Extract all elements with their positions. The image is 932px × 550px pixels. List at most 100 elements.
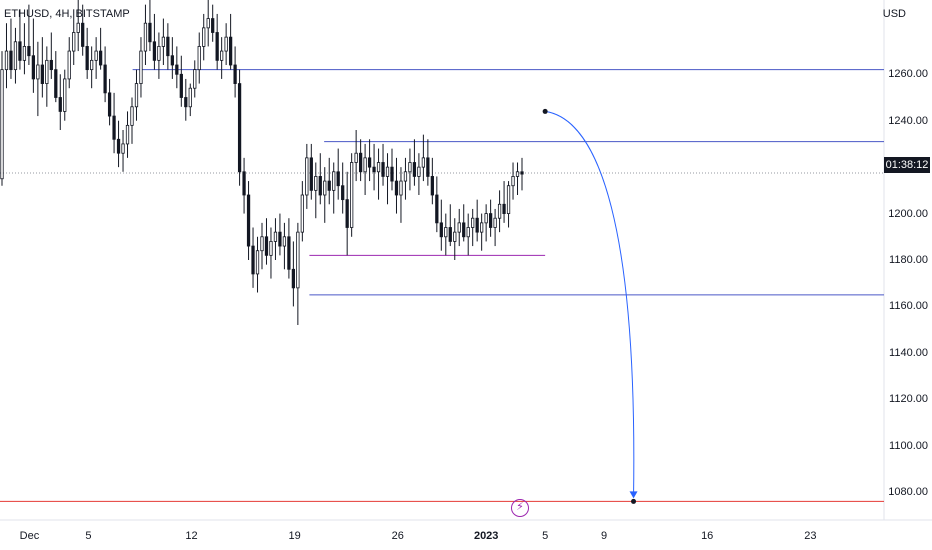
candle-body — [471, 217, 475, 228]
candle-body — [444, 227, 448, 238]
candle-body — [152, 41, 157, 61]
candle-body — [242, 171, 246, 196]
horizontal-levels[interactable] — [0, 69, 884, 502]
candle-body — [143, 22, 148, 52]
price-tick-label: 1180.00 — [889, 254, 928, 266]
candle-body — [85, 46, 89, 71]
currency-label: USD — [882, 8, 906, 20]
candle-body — [31, 55, 36, 80]
candle-body — [193, 69, 197, 89]
candle-body — [385, 166, 390, 177]
candle-body — [300, 194, 304, 233]
candle-body — [493, 217, 497, 228]
candle-body — [72, 32, 76, 52]
candle-body — [488, 213, 493, 228]
candle-body — [439, 222, 443, 238]
candle-body — [211, 18, 215, 33]
candle-body — [4, 50, 9, 71]
candle-body — [462, 222, 466, 238]
candle-body — [148, 22, 152, 43]
candle-body — [435, 194, 439, 224]
time-tick-label: 23 — [804, 530, 817, 542]
bar-countdown-badge: 01:38:12 — [884, 157, 930, 173]
candle-body — [345, 199, 349, 228]
candle-body — [341, 185, 345, 201]
candle-body — [475, 217, 479, 233]
candle-body — [0, 69, 4, 180]
candle-body — [372, 166, 376, 173]
candle-body — [363, 157, 367, 173]
candle-body — [417, 166, 421, 177]
time-tick-label: 2023 — [473, 530, 499, 542]
candle-body — [497, 203, 502, 219]
candle-body — [76, 22, 80, 33]
candle-body — [49, 59, 53, 71]
candle-body — [237, 83, 242, 173]
candle-body — [40, 64, 44, 84]
candle-body — [457, 222, 461, 233]
projection-end-point — [631, 498, 637, 504]
price-tick-label: 1100.00 — [889, 439, 928, 452]
candle-body — [139, 50, 143, 84]
price-tick-label: 1200.00 — [888, 207, 928, 220]
candle-body — [13, 41, 18, 71]
candle-body — [206, 18, 210, 29]
candle-body — [412, 162, 417, 177]
candle-body — [197, 46, 201, 71]
candle-body — [246, 194, 251, 247]
candle-body — [318, 176, 322, 196]
candle-body — [287, 236, 291, 270]
candle-body — [511, 176, 515, 187]
projection-arrowhead — [629, 491, 638, 499]
candle-body — [36, 64, 40, 80]
candle-body — [94, 50, 98, 61]
candle-body — [27, 46, 31, 57]
candle-body — [116, 138, 121, 154]
candle-body — [18, 41, 22, 61]
candle-body — [255, 250, 260, 275]
projection-arrow[interactable] — [542, 108, 638, 504]
candle-body — [260, 236, 264, 252]
candle-body — [358, 152, 363, 173]
price-tick-label: 1260.00 — [888, 68, 928, 81]
symbol-title[interactable]: ETHUSD, 4H, BITSTAMP — [4, 8, 130, 20]
candle-body — [269, 241, 273, 256]
candle-body — [332, 171, 336, 191]
candle-body — [184, 97, 188, 108]
candle-body — [399, 180, 403, 196]
candle-body — [305, 157, 309, 196]
candle-body — [515, 171, 520, 177]
projection-start-point — [542, 108, 548, 114]
candle-body — [453, 231, 457, 242]
candle-body — [484, 213, 488, 224]
candle-body — [394, 180, 399, 196]
time-tick-label: 16 — [701, 530, 714, 542]
candle-body — [134, 83, 139, 108]
candle-body — [107, 92, 112, 117]
candle-body — [125, 124, 130, 145]
candle-body — [81, 22, 85, 47]
time-tick-label: 12 — [185, 530, 198, 542]
time-tick-label: 26 — [391, 530, 404, 542]
price-tick-label: 1240.00 — [888, 114, 928, 127]
time-tick-label: 9 — [601, 530, 608, 542]
price-tick-label: 1120.00 — [889, 393, 928, 406]
candle-body — [480, 222, 484, 233]
candle-body — [336, 171, 340, 187]
candle-body — [426, 157, 430, 177]
candle-body — [157, 46, 161, 61]
lightning-event-icon[interactable]: ⚡ — [511, 499, 529, 517]
time-tick-label: 19 — [288, 530, 301, 542]
time-tick-label: 5 — [85, 530, 92, 542]
candle-body — [202, 27, 206, 47]
candle-body — [98, 50, 103, 66]
candle-body — [430, 176, 434, 196]
candle-body — [9, 50, 13, 71]
candle-body — [63, 78, 67, 112]
candle-body — [170, 55, 174, 66]
candle-body — [403, 171, 408, 182]
candle-body — [278, 231, 282, 247]
candle-body — [224, 36, 228, 52]
